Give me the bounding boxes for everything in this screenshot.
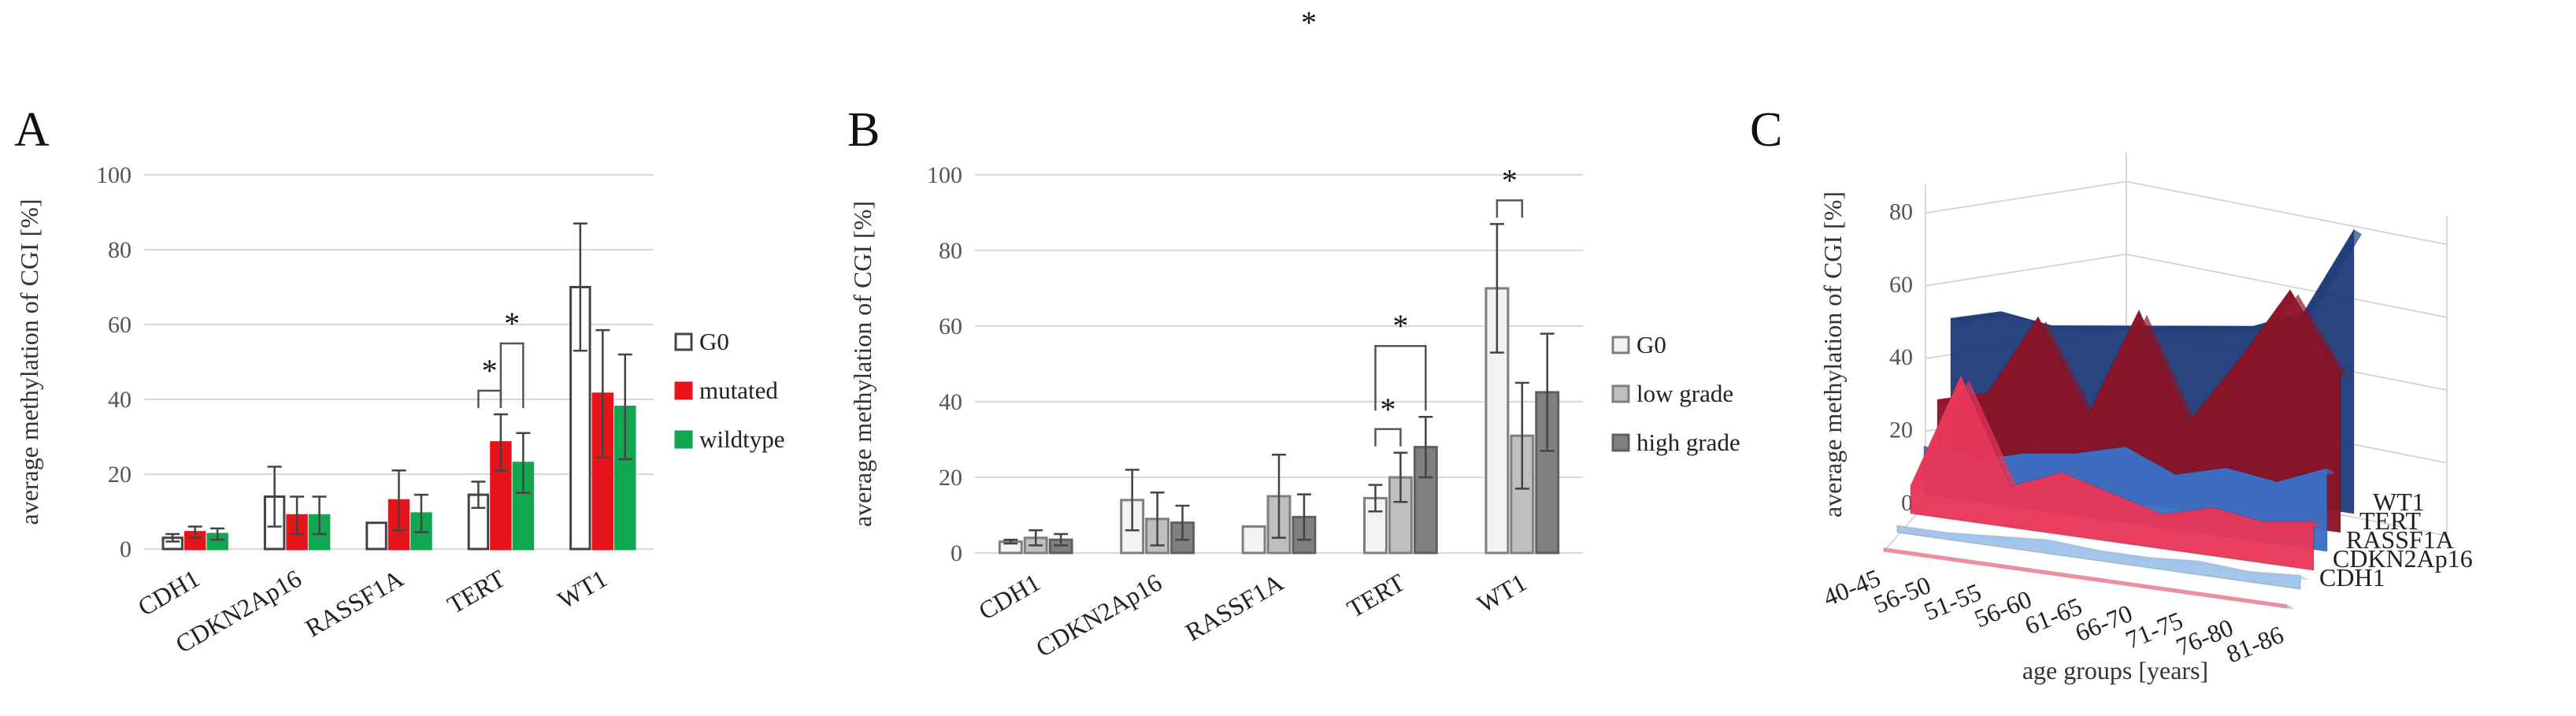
panel-b-legend-swatch-low-grade	[1611, 384, 1630, 403]
panel-c-area-top-edge	[1884, 547, 2295, 610]
panel-b-category-label-cdkn2ap16: CDKN2Ap16	[1031, 568, 1166, 662]
panel-a-legend-swatch-g0	[674, 332, 693, 351]
panel-b-legend-swatch-g0	[1611, 336, 1630, 354]
panel-c-area-top-edge	[1924, 446, 2335, 487]
panel-b-ytick-label: 0	[951, 540, 962, 566]
panel-c-ztick-label: 20	[1889, 417, 1913, 443]
panel-b-y-axis-title: average methylation of CGI [%]	[848, 201, 877, 527]
panel-b-category-label-rassf1a: RASSF1A	[1181, 568, 1288, 647]
top-asterisk: *	[1301, 5, 1317, 40]
panel-a-category-label-cdh1: CDH1	[133, 564, 204, 621]
panel-a-category-label-tert: TERT	[443, 564, 510, 619]
panel-b-significance-bracket	[1374, 344, 1427, 411]
panel-c-area-top-edge	[1897, 525, 2308, 581]
panel-c-series-label-tert: TERT	[2359, 506, 2422, 535]
panel-b-legend-label-high-grade: high grade	[1636, 428, 1740, 456]
panel-b-significance-bracket	[1496, 199, 1524, 218]
panel-a-ytick-label: 100	[96, 162, 132, 188]
panel-b-ytick-label: 100	[927, 162, 962, 188]
panel-c-ztick-label: 80	[1889, 198, 1913, 224]
panel-c-x-axis-title: age groups [years]	[2022, 656, 2208, 684]
panel-b-ytick-label: 20	[939, 465, 962, 491]
panel-b-category-label-cdh1: CDH1	[973, 568, 1044, 625]
panel-a-bar-g0-rassf1a	[365, 521, 387, 551]
panel-b-chart: B 0 20 40 60 80 100 average methylation of CGI …	[847, 103, 1740, 662]
panel-a-category-label-rassf1a: RASSF1A	[300, 564, 408, 643]
panel-a-ytick-label: 20	[108, 462, 132, 488]
panel-c-series-label-cdh1: CDH1	[2319, 563, 2385, 592]
panel-a-ytick-label: 0	[120, 536, 132, 562]
panel-c-area-top-edge	[1911, 375, 2322, 527]
panel-c-chart: C020406080WT1TERTRASSF1ACDKN2Ap16CDH140-…	[1750, 103, 2473, 684]
panel-a-chart: A 0 20 40 60 80 100 average methylation of CGI …	[14, 103, 785, 658]
panel-b-legend-swatch-high-grade	[1611, 433, 1630, 452]
panel-a-panel-label: A	[14, 103, 50, 157]
panel-c-gridline	[1925, 253, 2448, 318]
panel-a-ytick-label: 40	[108, 387, 132, 413]
panel-a-significance-star: *	[504, 306, 520, 341]
panel-b-bar-high-grade-tert	[1413, 446, 1438, 555]
panel-c-series-label-cdkn2ap16: CDKN2Ap16	[2333, 544, 2473, 573]
panel-b-legend-label-g0: G0	[1636, 331, 1666, 358]
panel-c-y-axis-title: average methylation of CGI [%]	[1818, 191, 1847, 518]
panel-c-series-label-rassf1a: RASSF1A	[2346, 525, 2454, 554]
panel-b-category-label-wt1: WT1	[1472, 568, 1531, 618]
panel-b-ytick-label: 60	[939, 313, 962, 339]
panel-b-ytick-label: 80	[939, 238, 962, 264]
panel-a-significance-bracket	[499, 342, 524, 408]
panel-c-panel-label: C	[1750, 103, 1782, 157]
panel-a-ytick-label: 80	[108, 237, 132, 263]
panel-b-ytick-label: 40	[939, 389, 962, 415]
panel-b-significance-bracket	[1374, 428, 1402, 447]
panel-a-significance-star: *	[482, 353, 498, 388]
panel-a-legend-swatch-mutated	[674, 381, 693, 400]
panel-b-significance-star: *	[1502, 162, 1518, 198]
panel-b-panel-label: B	[847, 103, 880, 157]
panel-a-legend-swatch-wildtype	[674, 430, 693, 449]
panel-b-bar-g0-rassf1a	[1241, 525, 1266, 555]
panel-c-ztick-label: 60	[1889, 272, 1913, 298]
panel-c-area-top-edge	[1937, 289, 2348, 426]
panel-c-ztick-label: 0	[1901, 490, 1913, 516]
panel-a-legend-label-g0: G0	[699, 328, 729, 355]
panel-b-legend-label-low-grade: low grade	[1636, 380, 1733, 407]
panel-a-legend-label-mutated: mutated	[699, 377, 778, 404]
panel-b-significance-star: *	[1380, 391, 1395, 427]
panel-a-legend-label-wildtype: wildtype	[699, 425, 785, 453]
panel-a-ytick-label: 60	[108, 312, 132, 338]
panel-a-category-label-wt1: WT1	[553, 564, 612, 614]
panel-b-category-label-tert: TERT	[1342, 568, 1410, 623]
panel-c-gridline	[1925, 180, 2448, 246]
panel-b-significance-star: *	[1392, 308, 1408, 343]
panel-c-ztick-label: 40	[1889, 344, 1913, 370]
panel-c-series-label-wt1: WT1	[2373, 488, 2425, 516]
panel-a-y-axis-title: average methylation of CGI [%]	[15, 198, 43, 525]
